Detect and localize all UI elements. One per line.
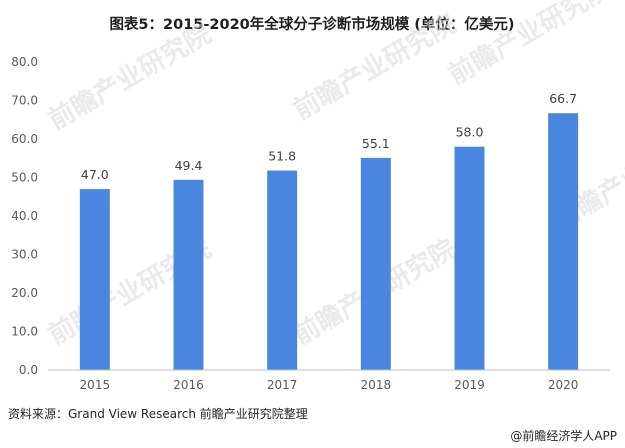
y-tick-label: 60.0 <box>11 132 38 146</box>
bars <box>79 113 579 370</box>
y-tick-label: 40.0 <box>11 209 38 223</box>
bar-2016 <box>173 179 204 370</box>
value-label-2015: 47.0 <box>81 167 109 182</box>
bar-2019 <box>454 146 485 370</box>
source-note: 资料来源：Grand View Research 前瞻产业研究院整理 <box>8 406 308 421</box>
y-tick-label: 80.0 <box>11 55 38 69</box>
x-tick-label-2018: 2018 <box>361 378 392 392</box>
x-tick-label-2017: 2017 <box>267 378 298 392</box>
x-tick-label-2020: 2020 <box>548 378 579 392</box>
bar-2015 <box>79 189 110 370</box>
x-tick-label-2016: 2016 <box>173 378 204 392</box>
y-tick-label: 50.0 <box>11 171 38 185</box>
value-label-2018: 55.1 <box>362 136 390 151</box>
x-tick-label-2019: 2019 <box>454 378 485 392</box>
value-label-2019: 58.0 <box>456 125 484 140</box>
watermark-3: 前瞻产业研究院 <box>443 0 616 91</box>
bar-2017 <box>267 170 298 370</box>
value-label-2017: 51.8 <box>268 149 296 164</box>
y-axis: 0.0 10.0 20.0 30.0 40.0 50.0 60.0 70.0 80.0 <box>11 55 38 377</box>
x-tick-label-2015: 2015 <box>80 378 111 392</box>
y-tick-label: 30.0 <box>11 248 38 262</box>
y-tick-label: 70.0 <box>11 94 38 108</box>
watermarks: 前瞻产业研究院前瞻产业研究院前瞻产业研究院前瞻产业研究院前瞻产业研究院前瞻产业研… <box>43 0 625 351</box>
value-labels: 47.0 49.4 51.8 55.1 58.0 66.7 <box>81 91 577 182</box>
y-tick-label: 10.0 <box>11 325 38 339</box>
value-label-2016: 49.4 <box>175 158 203 173</box>
watermark-1: 前瞻产业研究院 <box>43 18 216 136</box>
chart-title: 图表5：2015-2020年全球分子诊断市场规模 (单位：亿美元) <box>109 15 514 33</box>
bar-2020 <box>548 113 579 370</box>
value-label-2020: 66.7 <box>549 91 577 106</box>
y-tick-label: 20.0 <box>11 286 38 300</box>
footer-credit: @前瞻经济学人APP <box>510 428 617 443</box>
x-axis: 2015 2016 2017 2018 2019 2020 <box>48 369 610 392</box>
y-tick-label: 0.0 <box>19 363 38 377</box>
bar-2018 <box>360 157 391 370</box>
